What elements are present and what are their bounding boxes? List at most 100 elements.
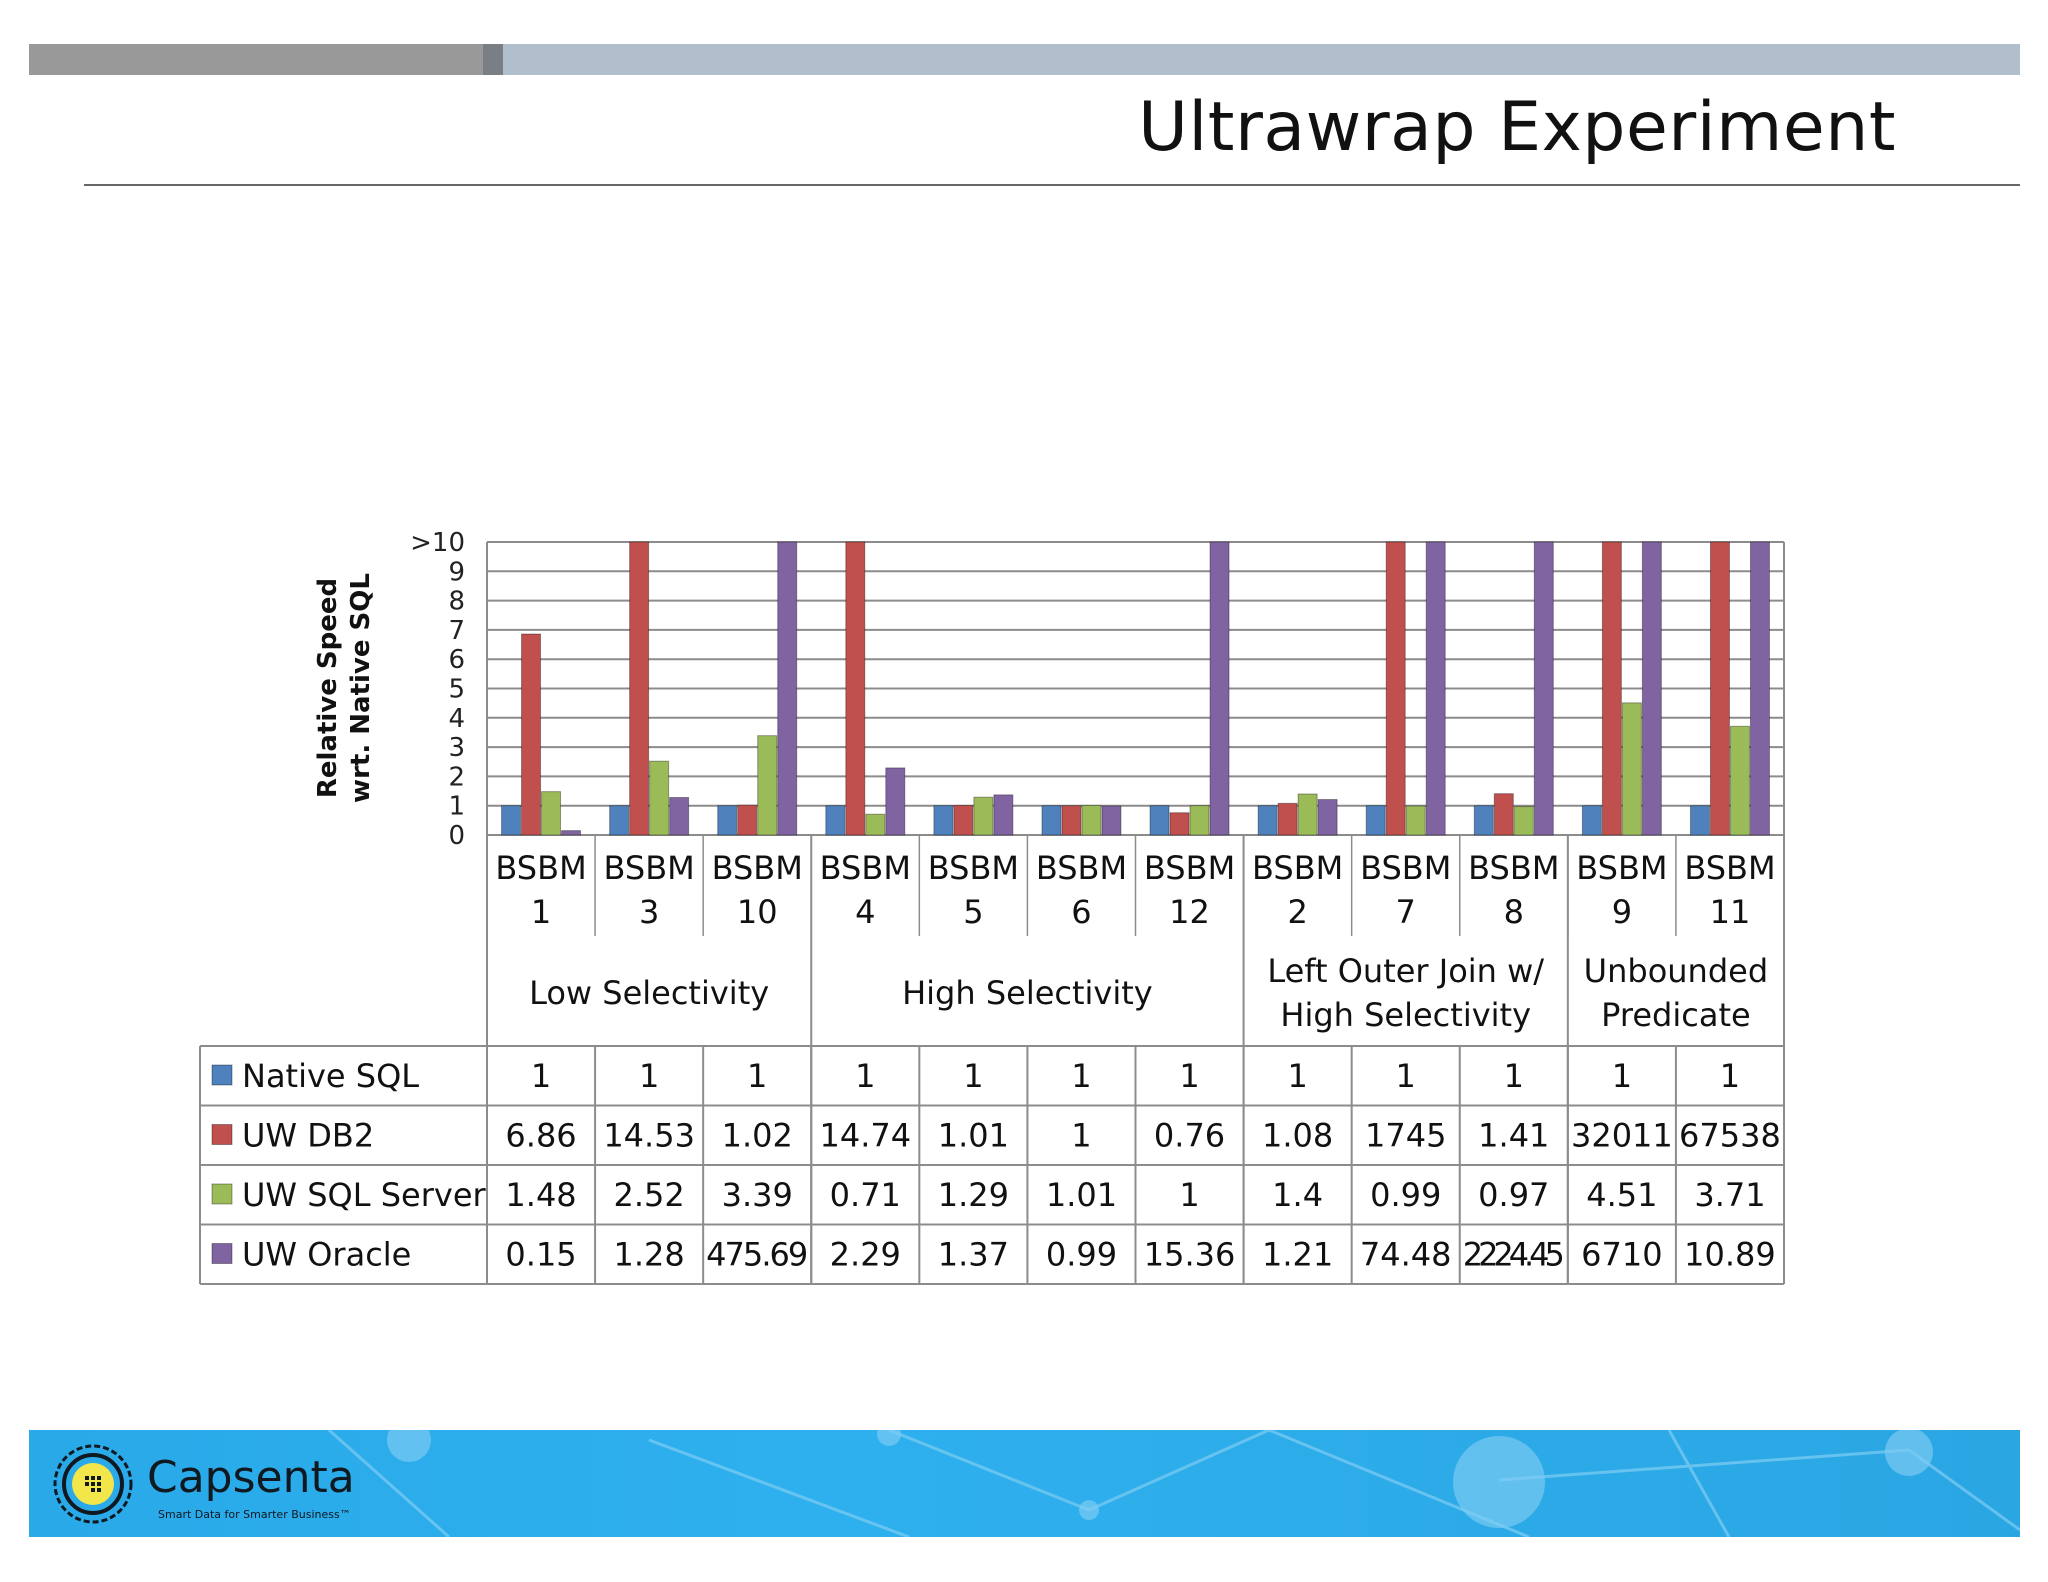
bar [501, 805, 522, 836]
x-tick-label-line: BSBM [928, 849, 1019, 887]
data-label: 0.99 [1370, 1176, 1441, 1214]
data-label: 0.15 [505, 1236, 576, 1274]
bar [1513, 806, 1534, 836]
y-axis-title-line: Relative Speed [313, 578, 343, 798]
x-tick-label-line: 9 [1612, 893, 1632, 931]
y-tick-label: 2 [448, 762, 465, 792]
bar [1297, 793, 1318, 836]
group-label: Unbounded Predicate [1584, 952, 1768, 1034]
data-label: 1.29 [938, 1176, 1009, 1214]
y-tick-label: 0 [448, 821, 465, 851]
x-tick-label-line: BSBM [1036, 849, 1127, 887]
x-tick-label-line: 3 [639, 893, 659, 931]
data-label: 1 [1720, 1057, 1740, 1095]
bar [1189, 805, 1210, 836]
data-label: 6710 [1581, 1236, 1662, 1274]
bar [1365, 805, 1386, 836]
x-tick-label-line: BSBM [495, 849, 586, 887]
data-label: 14.53 [603, 1117, 695, 1155]
x-tick-label: BSBM 8 [1468, 849, 1559, 931]
bar [1581, 805, 1602, 836]
group-label-line: High Selectivity [1280, 996, 1531, 1034]
data-label: 1745 [1365, 1117, 1446, 1155]
title-bar-accent-segment [483, 44, 503, 75]
x-tick-label-line: 6 [1071, 893, 1091, 931]
legend-swatch [211, 1243, 233, 1264]
title-bar-light-segment [503, 44, 2020, 75]
bars [501, 541, 1770, 836]
x-tick-label-line: BSBM [1252, 849, 1343, 887]
y-tick-label: 4 [448, 704, 465, 734]
x-tick-label: BSBM 9 [1576, 849, 1667, 931]
data-label: 1.02 [722, 1117, 793, 1155]
data-label: 3.39 [722, 1176, 793, 1214]
data-label: 1 [1287, 1057, 1307, 1095]
data-label: 15.36 [1144, 1236, 1236, 1274]
x-tick-label: BSBM 11 [1684, 849, 1775, 931]
data-label: 1 [1504, 1057, 1524, 1095]
x-tick-label-line: BSBM [1468, 849, 1559, 887]
bar [521, 633, 542, 836]
x-tick-label: BSBM 2 [1252, 849, 1343, 931]
bar [1257, 805, 1278, 836]
data-label: 1 [855, 1057, 875, 1095]
group-label-line: Unbounded [1584, 952, 1768, 990]
data-label: 1 [531, 1057, 551, 1095]
y-axis-title: Relative Speed wrt. Native SQL [313, 573, 376, 803]
bar [737, 804, 758, 836]
bar [1041, 805, 1062, 836]
x-tick-label-line: BSBM [1684, 849, 1775, 887]
bar [1317, 799, 1338, 836]
bar [1493, 793, 1514, 836]
data-label: 1.21 [1262, 1236, 1333, 1274]
title-bar-dark-segment [29, 44, 483, 75]
bar [865, 813, 886, 836]
x-tick-label-line: BSBM [1360, 849, 1451, 887]
data-label: 1.48 [505, 1176, 576, 1214]
bar [1749, 541, 1770, 836]
data-label: 0.97 [1478, 1176, 1549, 1214]
group-label: Low Selectivity [529, 974, 769, 1012]
data-label: 1 [1071, 1057, 1091, 1095]
data-label: 1.37 [938, 1236, 1009, 1274]
bar [1601, 541, 1622, 836]
bar [1473, 805, 1494, 836]
data-label: 1 [1179, 1176, 1199, 1214]
bar [561, 830, 582, 836]
data-label: 0.71 [830, 1176, 901, 1214]
x-tick-label-line: 1 [531, 893, 551, 931]
bar [845, 541, 866, 836]
data-label: 1.08 [1262, 1117, 1333, 1155]
legend-label: UW SQL Server [242, 1176, 487, 1214]
bar [1621, 702, 1642, 836]
capsenta-logo-icon [53, 1444, 133, 1524]
x-tick-label: BSBM 7 [1360, 849, 1451, 931]
group-label-line: Low Selectivity [529, 974, 769, 1012]
bar [1149, 805, 1170, 836]
data-label: 2.29 [830, 1236, 901, 1274]
y-tick-label: 6 [448, 645, 465, 675]
data-label: 3.71 [1694, 1176, 1765, 1214]
data-label: 1.41 [1478, 1117, 1549, 1155]
bar [1425, 541, 1446, 836]
x-tick-label: BSBM 1 [495, 849, 586, 931]
data-label: 10.89 [1684, 1236, 1776, 1274]
x-tick-label-line: BSBM [1144, 849, 1235, 887]
bar [1709, 541, 1730, 836]
x-tick-label-line: 2 [1287, 893, 1307, 931]
bar [825, 805, 846, 836]
x-tick-label-line: BSBM [712, 849, 803, 887]
bar [717, 805, 738, 836]
x-tick-label-line: 10 [737, 893, 778, 931]
bar [973, 796, 994, 836]
bar [629, 541, 650, 836]
data-label: 1.01 [1046, 1176, 1117, 1214]
x-tick-label: BSBM 10 [712, 849, 803, 931]
bar [1385, 541, 1406, 836]
x-tick-label-line: 8 [1504, 893, 1524, 931]
y-tick-label: 5 [448, 675, 465, 705]
x-tick-label: BSBM 4 [820, 849, 911, 931]
x-tick-label-line: BSBM [603, 849, 694, 887]
data-label: 74.48 [1360, 1236, 1452, 1274]
